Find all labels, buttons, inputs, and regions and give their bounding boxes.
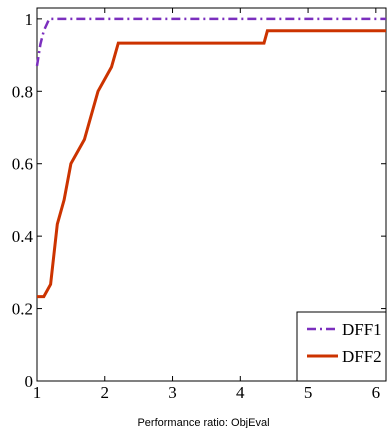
- y-tick-label: 1: [25, 10, 34, 29]
- axes-frame: [36, 7, 387, 382]
- y-tick-label: 0: [25, 372, 34, 391]
- x-tick-label: 4: [236, 383, 245, 402]
- y-tick-label: 0.6: [12, 155, 33, 174]
- series-line-dff1: [35, 17, 386, 67]
- axes: [36, 7, 387, 382]
- y-tick-label: 0.2: [12, 300, 33, 319]
- series-line-dff2: [37, 29, 386, 299]
- legend: DFF1 DFF2: [296, 311, 387, 382]
- y-tick-label: 0.8: [12, 82, 33, 101]
- x-tick-label: 2: [101, 383, 110, 402]
- legend-label-dff1: DFF1: [342, 320, 382, 339]
- series-layer: [35, 17, 386, 299]
- x-tick-label: 6: [372, 383, 381, 402]
- ticks: 1 2 3 4 5 6 0 0.2 0.4 0.6 0.8 1: [12, 8, 386, 402]
- x-axis-label: Performance ratio: ObjEval: [137, 417, 269, 428]
- y-tick-label: 0.4: [12, 227, 34, 246]
- legend-label-dff2: DFF2: [342, 347, 382, 366]
- x-tick-label: 3: [168, 383, 177, 402]
- legend-box: [296, 311, 387, 382]
- x-tick-label: 5: [304, 383, 313, 402]
- x-tick-label: 1: [33, 383, 42, 402]
